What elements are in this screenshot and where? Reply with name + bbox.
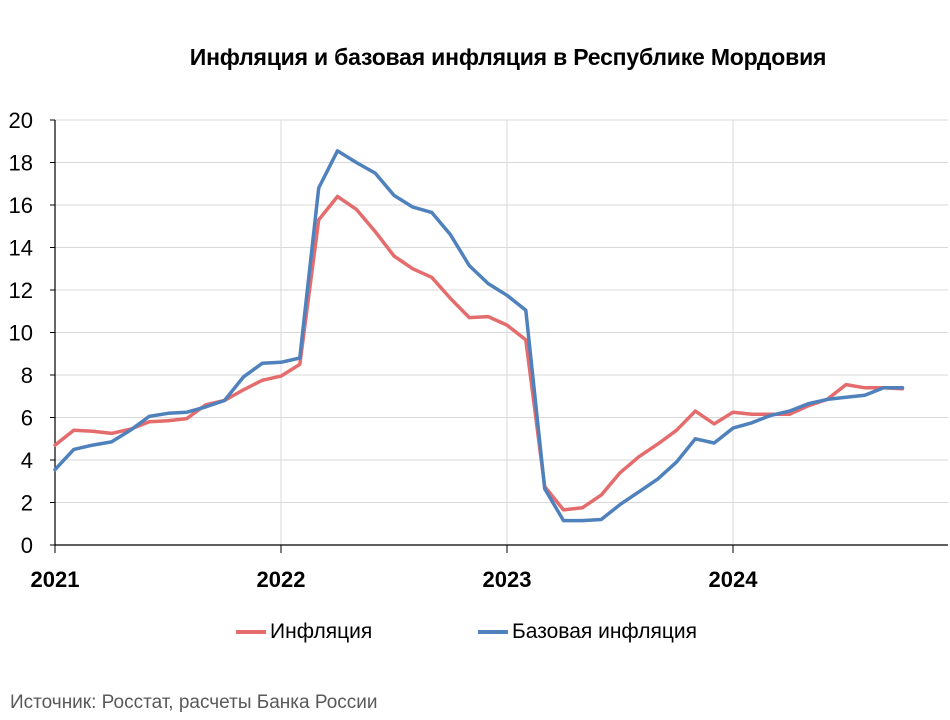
source-note: Источник: Росстат, расчеты Банка России xyxy=(10,692,378,713)
y-tick-label: 18 xyxy=(9,151,33,176)
legend-swatch-inflation xyxy=(236,630,266,634)
legend-label-core-inflation: Базовая инфляция xyxy=(512,620,698,643)
y-tick-label: 8 xyxy=(21,363,33,388)
x-tick-label: 2023 xyxy=(483,567,532,592)
legend-item-core-inflation: Базовая инфляция xyxy=(478,620,697,644)
y-tick-label: 6 xyxy=(21,406,33,431)
legend-label-inflation: Инфляция xyxy=(270,620,373,643)
x-tick-label: 2021 xyxy=(31,567,80,592)
x-axis-ticks: 2021 2022 2023 2024 xyxy=(31,567,759,592)
x-tick-label: 2022 xyxy=(257,567,306,592)
legend-item-inflation: Инфляция xyxy=(236,620,372,644)
legend-swatch-core-inflation xyxy=(478,630,508,634)
y-tick-label: 2 xyxy=(21,491,33,516)
axes xyxy=(50,119,948,553)
chart-title: Инфляция и базовая инфляция в Республике… xyxy=(189,44,827,70)
series-lines xyxy=(53,149,905,523)
y-tick-label: 0 xyxy=(21,533,33,558)
y-tick-label: 16 xyxy=(9,193,33,218)
y-tick-label: 14 xyxy=(9,236,33,261)
y-tick-label: 10 xyxy=(9,321,33,346)
inflation-line xyxy=(53,194,905,512)
y-tick-label: 20 xyxy=(9,108,33,133)
x-tick-label: 2024 xyxy=(709,567,759,592)
y-tick-label: 4 xyxy=(21,448,33,473)
y-axis-ticks: 0 2 4 6 8 10 12 14 16 18 20 xyxy=(9,108,33,558)
core-inflation-line xyxy=(53,149,905,523)
gridlines xyxy=(55,119,948,545)
y-tick-label: 12 xyxy=(9,278,33,303)
